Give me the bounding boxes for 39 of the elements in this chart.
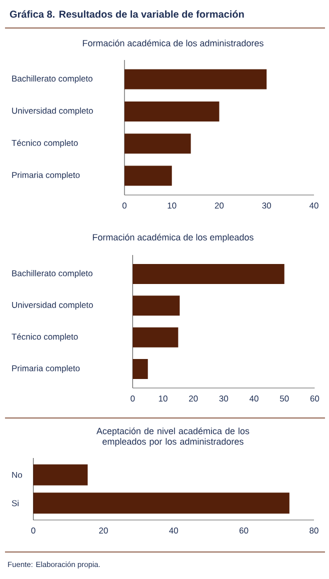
x-tick-label: 60 (240, 528, 248, 534)
x-tick-label: 20 (189, 396, 198, 402)
bar (124, 69, 267, 90)
x-tick-label: 0 (122, 202, 127, 209)
x-tick-label: 60 (310, 396, 320, 402)
bar (124, 134, 191, 154)
x-tick-label: 30 (219, 396, 228, 402)
x-tick-label: 30 (262, 202, 271, 209)
y-tick-label: Universidad completo (12, 107, 93, 116)
y-tick-label: Primaria completo (12, 365, 80, 373)
bar (132, 359, 148, 380)
y-tick-label: Bachillerato completo (12, 75, 92, 84)
bar (124, 101, 220, 122)
x-tick-label: 10 (158, 396, 168, 402)
x-tick-label: 20 (214, 202, 224, 209)
x-tick-label: 40 (169, 528, 178, 534)
x-tick-label: 80 (310, 528, 318, 534)
x-tick-label: 40 (309, 202, 318, 209)
chart-title: Formación académica de los empleados (92, 234, 254, 242)
y-tick-label: Universidad completo (12, 302, 93, 310)
bar (124, 166, 172, 186)
chart-subtitle: Formación académica de los administradores (82, 40, 264, 46)
y-tick-label: Primaria completo (12, 172, 80, 180)
chart-title: Gráfica 8. Resultados de la variable de formación (10, 10, 244, 18)
x-tick-label: 40 (249, 396, 258, 402)
bar (132, 327, 178, 348)
x-tick-label: 10 (168, 202, 176, 209)
bar (132, 264, 284, 284)
y-tick-label: Bachillerato completo (12, 270, 92, 278)
y-tick-label: Técnico completo (12, 140, 78, 148)
x-tick-label: 20 (99, 528, 108, 534)
chart-title: Aceptación de nivel académica de los empleados por los administradores (96, 427, 250, 446)
x-tick-label: 50 (280, 396, 289, 402)
bar (132, 296, 180, 316)
y-tick-label: Si (12, 500, 19, 506)
x-tick-label: 0 (31, 528, 36, 534)
x-tick-label: 0 (130, 396, 135, 402)
y-tick-label: Técnico completo (12, 333, 78, 342)
y-tick-label: No (12, 472, 22, 478)
